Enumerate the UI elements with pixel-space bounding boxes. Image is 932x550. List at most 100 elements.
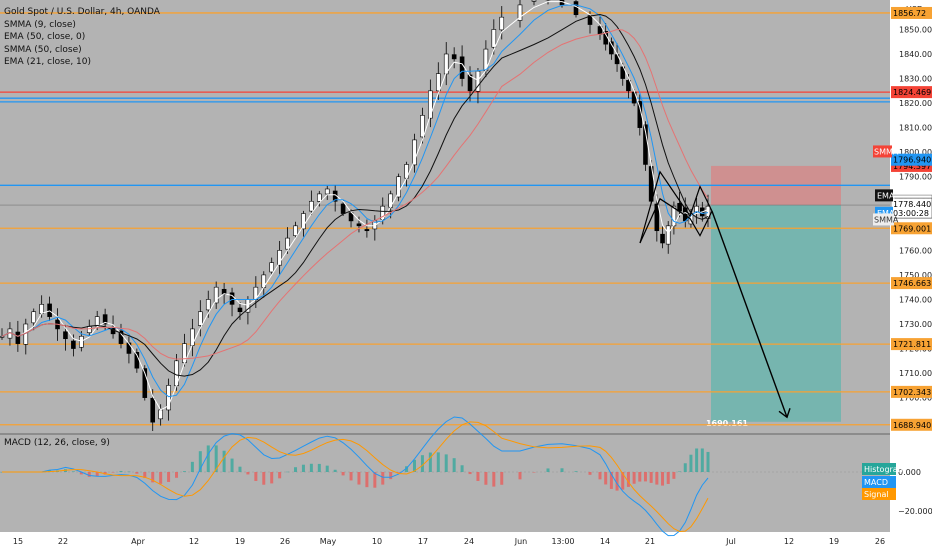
macd-histogram-bar	[574, 471, 578, 472]
price-level-tag	[891, 153, 932, 166]
macd-histogram-bar	[325, 465, 329, 472]
macd-histogram-bar	[294, 467, 298, 472]
macd-histogram-bar	[230, 458, 234, 472]
candle-body	[229, 292, 235, 305]
candle-body	[0, 335, 5, 338]
macd-histogram-bar	[678, 471, 682, 472]
indicator-ema-50[interactable]: EMA (50, close, 0)	[4, 32, 86, 42]
candle-body	[340, 203, 346, 214]
candle-body	[420, 115, 425, 138]
candle-body	[15, 331, 21, 344]
candle-body	[47, 303, 52, 317]
macd-histogram-bar	[700, 448, 704, 472]
candle-body	[451, 54, 457, 60]
y-tick-label: 1750.00	[899, 271, 932, 280]
candle-body	[660, 233, 665, 244]
trade-reward-zone	[711, 205, 841, 422]
macd-histogram-bar	[103, 472, 107, 475]
candle-body	[459, 56, 465, 79]
macd-histogram-bar	[135, 472, 139, 474]
candle-body	[694, 205, 699, 213]
macd-histogram-bar	[111, 472, 115, 473]
candle-body	[677, 203, 682, 212]
y-tick-label: 1760.00	[899, 246, 932, 255]
candle-body	[79, 335, 84, 348]
macd-histogram-bar	[309, 463, 313, 472]
macd-histogram-bar	[546, 468, 550, 472]
macd-histogram-bar	[214, 445, 218, 472]
macd-histogram-bar	[206, 445, 210, 472]
macd-histogram-bar	[666, 472, 670, 484]
y-tick-label: 1830.00	[899, 75, 932, 84]
candle-body	[412, 139, 417, 166]
macd-histogram-bar	[518, 472, 522, 480]
macd-tick-minus20: −20.000	[898, 507, 932, 516]
macd-histogram-bar	[604, 472, 608, 485]
x-tick-label: Apr	[131, 537, 146, 546]
candle-body	[428, 90, 433, 119]
chart-title: Gold Spot / U.S. Dollar, 4h, OANDA	[4, 7, 160, 17]
time-axis-background	[0, 532, 890, 550]
price-level-tag-label: 1824.469	[893, 88, 931, 97]
x-tick-label: Jun	[514, 537, 528, 546]
candle-body	[467, 74, 473, 92]
macd-histogram-bar	[412, 459, 416, 472]
macd-histogram-bar	[270, 472, 274, 484]
macd-histogram-bar	[661, 472, 665, 486]
macd-histogram-bar	[649, 472, 653, 483]
y-tick-label: 1740.00	[899, 295, 932, 304]
macd-axis-tag-label: Histogram	[864, 465, 906, 474]
pattern-drawing	[639, 170, 713, 244]
macd-histogram-bar	[484, 472, 488, 485]
macd-histogram-bar	[159, 472, 163, 484]
indicator-ema-21[interactable]: EMA (21, close, 10)	[4, 57, 92, 67]
candle-body	[531, 0, 537, 2]
macd-histogram-bar	[286, 471, 290, 473]
macd-axis-tag	[862, 463, 896, 475]
x-tick-label: 15	[13, 537, 23, 546]
ema-tag	[875, 189, 893, 202]
macd-histogram-bar	[643, 472, 647, 482]
price-level-tag-label: 1794.397	[893, 162, 931, 171]
macd-histogram-bar	[246, 472, 250, 475]
macd-histogram-bar	[333, 469, 337, 472]
macd-axis-tag	[862, 488, 896, 500]
candle-body	[517, 4, 523, 21]
x-tick-label: 10	[372, 537, 382, 546]
candle-body	[620, 66, 626, 79]
y-tick-label: 1710.00	[899, 369, 932, 378]
macd-histogram-bar	[365, 472, 369, 488]
macd-histogram-bar	[95, 472, 99, 477]
macd-histogram-bar	[151, 472, 155, 483]
price-level-tag-label: 1856.72	[893, 9, 926, 18]
x-tick-label: 19	[235, 537, 245, 546]
macd-histogram-bar	[621, 472, 625, 490]
chart-legend: Gold Spot / U.S. Dollar, 4h, OANDA SMMA …	[4, 6, 160, 69]
macd-histogram-bar	[182, 471, 186, 472]
smma-tag-2	[873, 213, 894, 226]
macd-histogram-bar	[452, 458, 456, 472]
projection-arrow	[711, 210, 788, 418]
ema-tag-2-label: EMA	[877, 209, 895, 218]
candle-body	[102, 314, 108, 325]
x-tick-label: 12	[784, 537, 794, 546]
macd-histogram-bar	[373, 472, 377, 488]
macd-histogram-bar	[262, 472, 266, 485]
macd-histogram-bar	[444, 454, 448, 472]
candle-body	[491, 29, 497, 48]
macd-histogram-bar	[119, 470, 123, 472]
indicator-smma-50[interactable]: SMMA (50, close)	[4, 44, 82, 55]
x-tick-label: 22	[58, 537, 68, 546]
macd-legend[interactable]: MACD (12, 26, close, 9)	[4, 438, 110, 448]
macd-histogram-bar	[655, 472, 659, 485]
candle-body	[31, 311, 37, 324]
candle-body	[205, 299, 211, 311]
x-tick-label: 24	[464, 537, 474, 546]
indicator-smma-9[interactable]: SMMA (9, close)	[4, 19, 76, 30]
trade-target-label: 1690.161	[706, 419, 748, 428]
candle-body	[293, 225, 298, 236]
macd-histogram-bar	[405, 466, 409, 472]
x-tick-label: 12	[189, 537, 199, 546]
macd-histogram-bar	[198, 451, 202, 472]
